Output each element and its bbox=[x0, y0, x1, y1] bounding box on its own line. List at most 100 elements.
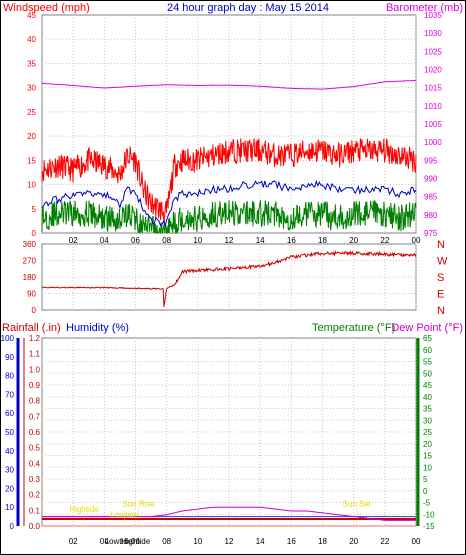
bottom-tide-label: Hightide bbox=[121, 537, 151, 546]
wind-y-tick-label: 45 bbox=[27, 11, 36, 20]
temp-x-tick-label: 06 bbox=[131, 537, 140, 546]
rainfall-tick-label: 0.2 bbox=[29, 491, 41, 500]
barometer-tick-label: 1005 bbox=[424, 120, 442, 129]
temperature-tick-label: 5 bbox=[423, 475, 428, 484]
temperature-tick-label: 25 bbox=[423, 428, 432, 437]
rainfall-tick-label: 0.4 bbox=[29, 459, 41, 468]
barometer-tick-label: 1025 bbox=[424, 47, 442, 56]
humidity-tick-label: 10 bbox=[5, 503, 14, 512]
rainfall-tick-label: 1.2 bbox=[29, 334, 41, 343]
wind-x-tick-label: 00 bbox=[412, 236, 421, 245]
humidity-axis-label: Humidity (%) bbox=[66, 322, 129, 334]
temp-x-tick-label: 20 bbox=[349, 537, 358, 546]
direction-y-tick-label: 180 bbox=[23, 273, 37, 282]
wind-x-tick-label: 16 bbox=[287, 236, 296, 245]
temperature-axis-label: Temperature (°F) bbox=[312, 322, 395, 334]
temp-x-tick-label: 14 bbox=[256, 537, 265, 546]
bottom-tide-label: Lowtide bbox=[105, 537, 133, 546]
humidity-tick-label: 0 bbox=[10, 522, 15, 531]
wind-x-tick-label: 04 bbox=[100, 236, 109, 245]
barometer-tick-label: 980 bbox=[424, 211, 438, 220]
dewpoint-axis-label: Dew Point (°F) bbox=[391, 322, 463, 334]
wind-x-tick-label: 14 bbox=[256, 236, 265, 245]
humidity-tick-label: 90 bbox=[5, 353, 14, 362]
temperature-tick-label: 15 bbox=[423, 452, 432, 461]
humidity-tick-label: 60 bbox=[5, 409, 14, 418]
wind-y-tick-label: 0 bbox=[32, 229, 37, 238]
temperature-tick-label: 45 bbox=[423, 381, 432, 390]
temp-x-tick-label: 04 bbox=[100, 537, 109, 546]
wind-x-tick-label: 08 bbox=[162, 236, 171, 245]
barometer-series bbox=[41, 79, 417, 90]
wind-y-tick-label: 25 bbox=[27, 108, 36, 117]
annotation-label: Lowtide bbox=[111, 510, 139, 519]
rainfall-tick-label: 0.7 bbox=[29, 412, 41, 421]
minimum-series bbox=[41, 200, 417, 234]
barometer-tick-label: 1015 bbox=[424, 84, 442, 93]
barometer-tick-label: 1020 bbox=[424, 66, 442, 75]
compass-label: E bbox=[437, 289, 444, 301]
temperature-tick-label: -5 bbox=[423, 499, 431, 508]
temp-x-tick-label: 18 bbox=[318, 537, 327, 546]
temperature-tick-label: 20 bbox=[423, 440, 432, 449]
direction-y-tick-label: 0 bbox=[32, 306, 37, 315]
wind-x-tick-label: 02 bbox=[69, 236, 78, 245]
humidity-tick-label: 70 bbox=[5, 390, 14, 399]
barometer-tick-label: 1035 bbox=[424, 11, 442, 20]
wind-x-tick-label: 06 bbox=[131, 236, 140, 245]
temperature-tick-label: 30 bbox=[423, 416, 432, 425]
temperature-tick-label: 0 bbox=[423, 487, 428, 496]
wind-y-tick-label: 15 bbox=[27, 156, 36, 165]
wind-x-tick-label: 20 bbox=[349, 236, 358, 245]
barometer-axis-label: Barometer (mb) bbox=[386, 2, 463, 14]
temperature-tick-label: 35 bbox=[423, 405, 432, 414]
windspeed-axis-label: Windspeed (mph) bbox=[3, 2, 90, 14]
annotation-label: Sun Rise bbox=[122, 499, 155, 508]
barometer-tick-label: 1010 bbox=[424, 102, 442, 111]
wind-panel: 0510152025303540459759809859909951000100… bbox=[27, 11, 442, 245]
rainfall-tick-label: 0.5 bbox=[29, 444, 41, 453]
temp-x-tick-label: 02 bbox=[69, 537, 78, 546]
gust-series bbox=[41, 138, 417, 223]
wind-y-tick-label: 35 bbox=[27, 59, 36, 68]
temperature-tick-label: -15 bbox=[423, 522, 435, 531]
wind-y-tick-label: 5 bbox=[32, 205, 37, 214]
temperature-tick-label: 10 bbox=[423, 463, 432, 472]
rainfall-axis-label: Rainfall (.in) bbox=[2, 322, 61, 334]
rainfall-tick-label: 0.0 bbox=[29, 522, 41, 531]
barometer-tick-label: 1030 bbox=[424, 29, 442, 38]
wind-y-tick-label: 20 bbox=[27, 132, 36, 141]
temperature-tick-label: 50 bbox=[423, 369, 432, 378]
average-series bbox=[41, 179, 417, 228]
compass-label: N bbox=[437, 239, 445, 251]
direction-y-tick-label: 90 bbox=[27, 290, 36, 299]
barometer-tick-label: 985 bbox=[424, 193, 438, 202]
rainfall-tick-label: 0.1 bbox=[29, 506, 41, 515]
compass-label: S bbox=[437, 272, 444, 284]
temp-x-tick-label: 22 bbox=[380, 537, 389, 546]
temp-x-tick-label: 08 bbox=[162, 537, 171, 546]
humidity-tick-label: 50 bbox=[5, 428, 14, 437]
humidity-tick-label: 20 bbox=[5, 484, 14, 493]
annotation-label: Sun Set bbox=[343, 499, 372, 508]
wind-x-tick-label: 18 bbox=[318, 236, 327, 245]
temperature-tick-label: 55 bbox=[423, 358, 432, 367]
humidity-tick-label: 80 bbox=[5, 372, 14, 381]
temperature-tick-label: 60 bbox=[423, 346, 432, 355]
rainfall-tick-label: 0.3 bbox=[29, 475, 41, 484]
wind-x-tick-label: 10 bbox=[193, 236, 202, 245]
barometer-tick-label: 1000 bbox=[424, 138, 442, 147]
humidity-tick-label: 100 bbox=[1, 334, 15, 343]
temperature-tick-label: -10 bbox=[423, 510, 435, 519]
rainfall-tick-label: 1.1 bbox=[29, 350, 41, 359]
rainfall-tick-label: 0.9 bbox=[29, 381, 41, 390]
wind-y-tick-label: 40 bbox=[27, 35, 36, 44]
temperature-panel: -15 -10 -5 0 5 10 15 20 25 30 35 40 45 50 55 60 65 0.0 0.1… bbox=[1, 334, 435, 546]
rainfall-tick-label: 1.0 bbox=[29, 365, 41, 374]
direction-y-tick-label: 270 bbox=[23, 257, 37, 266]
rainfall-tick-label: 0.8 bbox=[29, 397, 41, 406]
temperature-tick-label: 65 bbox=[423, 334, 432, 343]
barometer-tick-label: 975 bbox=[424, 229, 438, 238]
barometer-tick-label: 990 bbox=[424, 175, 438, 184]
